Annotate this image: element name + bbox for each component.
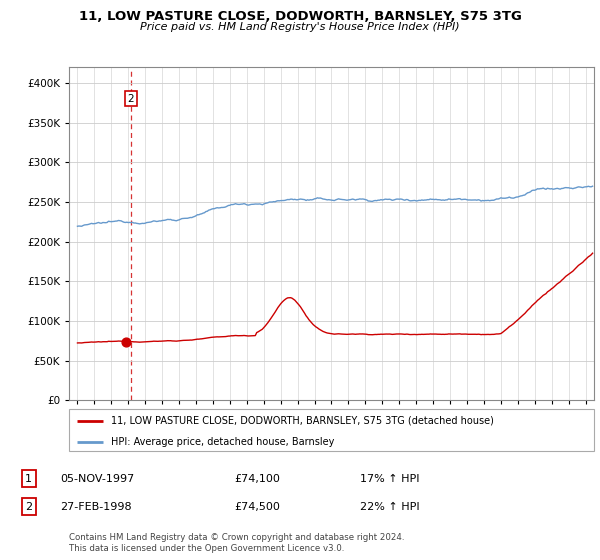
Text: Price paid vs. HM Land Registry's House Price Index (HPI): Price paid vs. HM Land Registry's House … <box>140 22 460 32</box>
Text: 11, LOW PASTURE CLOSE, DODWORTH, BARNSLEY, S75 3TG (detached house): 11, LOW PASTURE CLOSE, DODWORTH, BARNSLE… <box>111 416 494 426</box>
Text: 05-NOV-1997: 05-NOV-1997 <box>60 474 134 484</box>
Point <box>121 337 130 346</box>
Text: Contains HM Land Registry data © Crown copyright and database right 2024.
This d: Contains HM Land Registry data © Crown c… <box>69 533 404 553</box>
Text: 27-FEB-1998: 27-FEB-1998 <box>60 502 131 512</box>
Text: 2: 2 <box>25 502 32 512</box>
Text: 22% ↑ HPI: 22% ↑ HPI <box>360 502 419 512</box>
Text: 2: 2 <box>128 94 134 104</box>
Text: HPI: Average price, detached house, Barnsley: HPI: Average price, detached house, Barn… <box>111 437 334 446</box>
Text: £74,100: £74,100 <box>234 474 280 484</box>
Text: 11, LOW PASTURE CLOSE, DODWORTH, BARNSLEY, S75 3TG: 11, LOW PASTURE CLOSE, DODWORTH, BARNSLE… <box>79 10 521 23</box>
Text: 1: 1 <box>25 474 32 484</box>
Text: £74,500: £74,500 <box>234 502 280 512</box>
Text: 17% ↑ HPI: 17% ↑ HPI <box>360 474 419 484</box>
